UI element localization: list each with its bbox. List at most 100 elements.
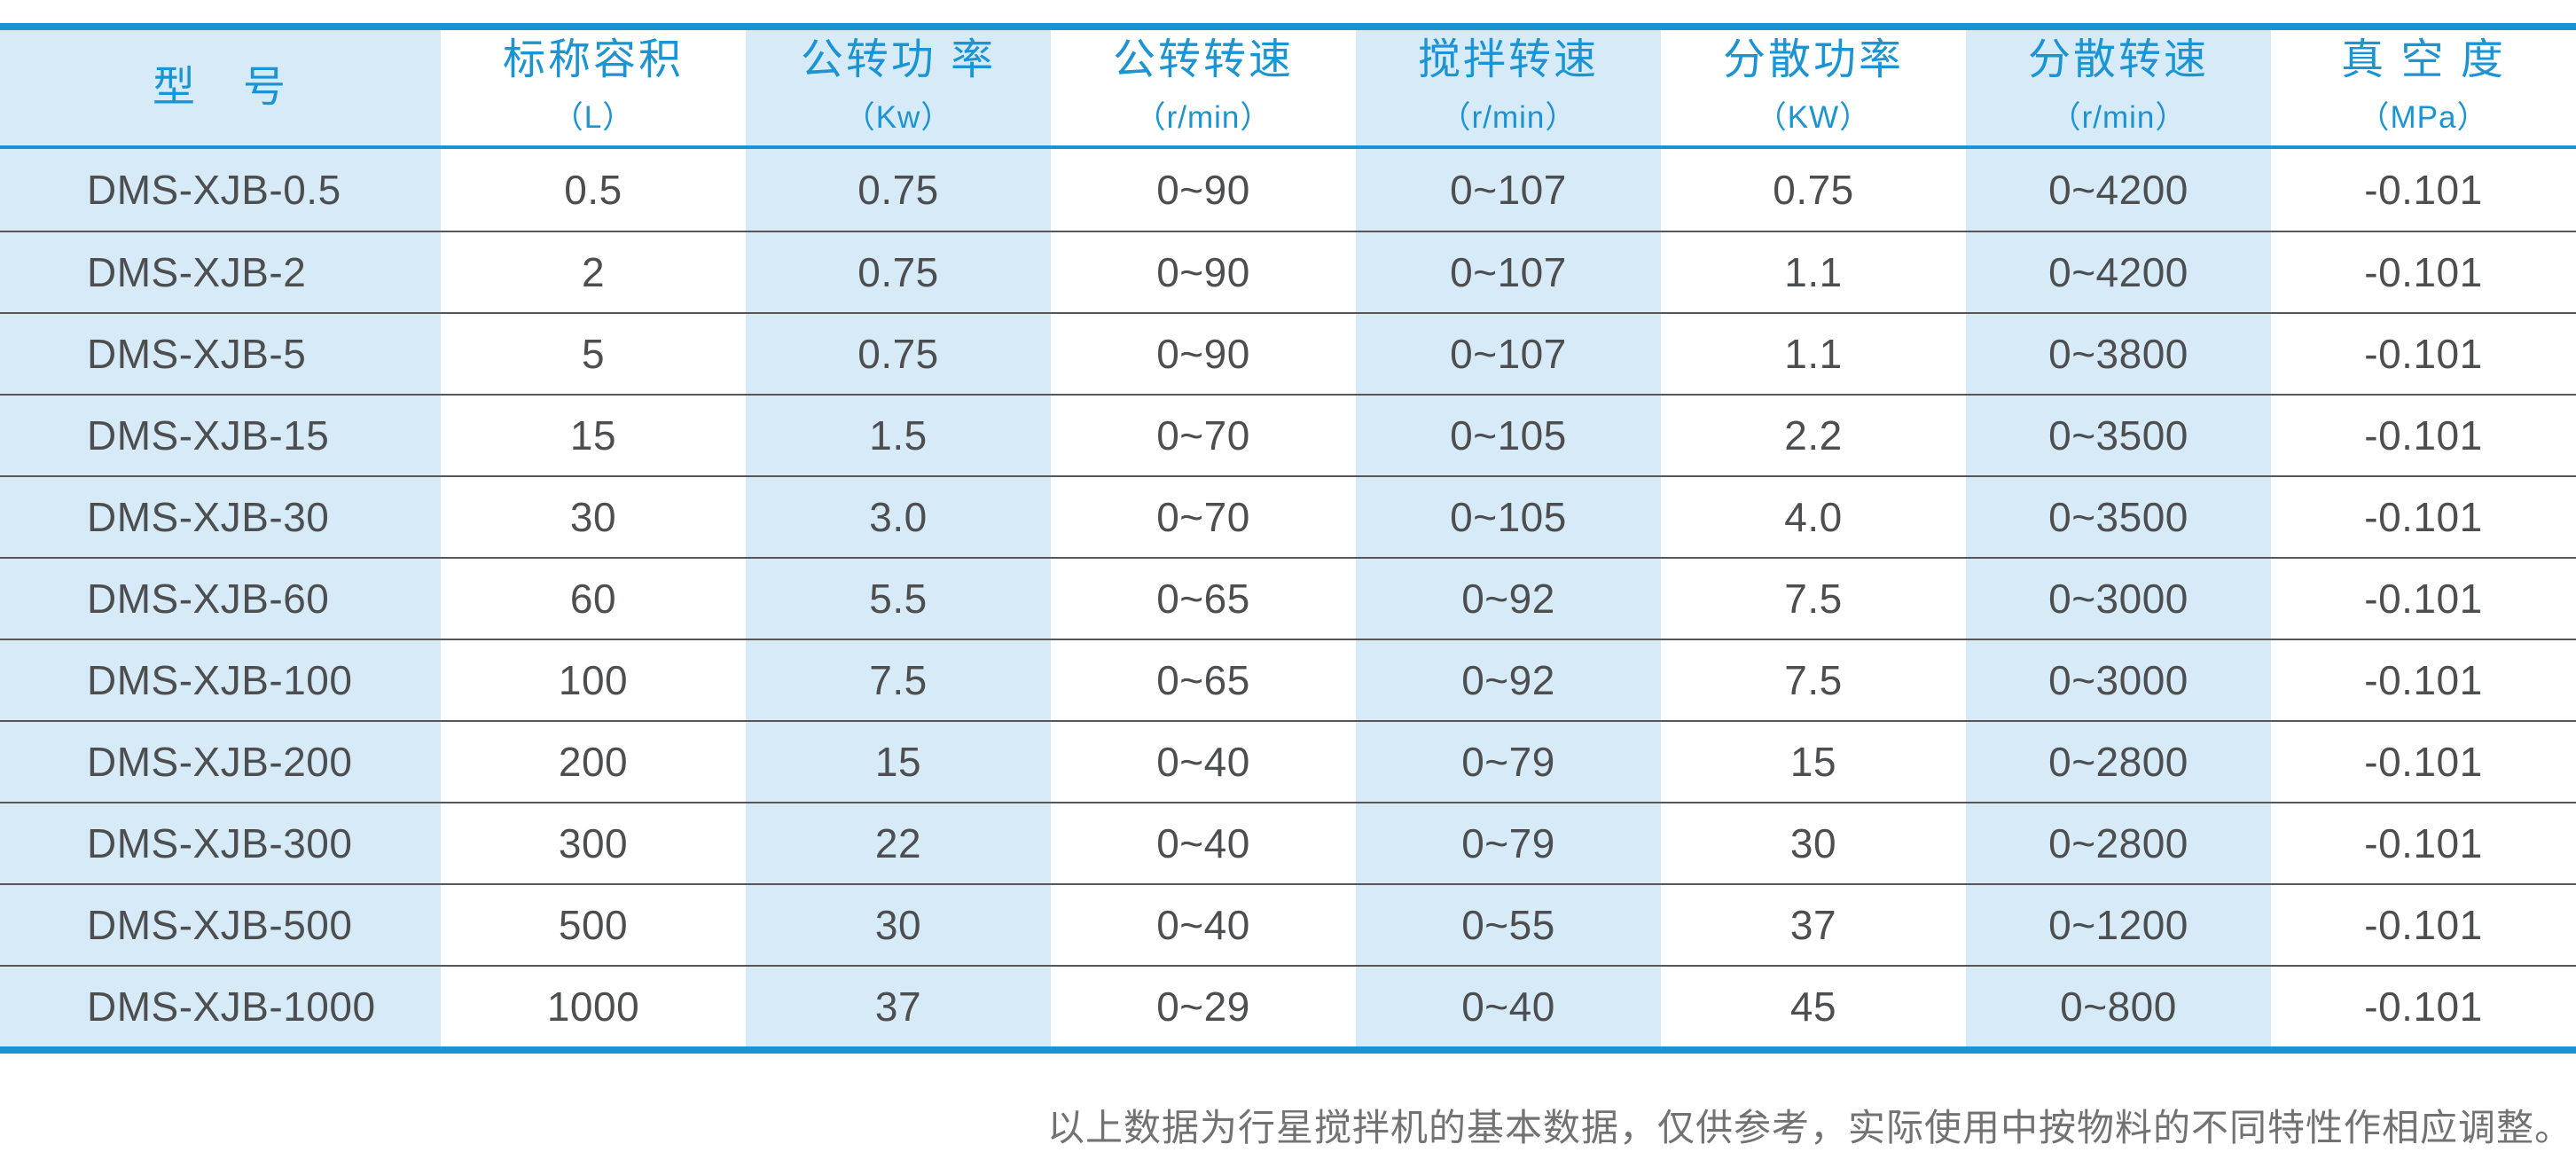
table-cell: 0~29 [1051,967,1356,1046]
table-cell: 0~92 [1356,559,1661,639]
table-cell: 30 [746,885,1051,965]
column-header: 型 号 [0,30,441,145]
model-cell: DMS-XJB-0.5 [0,149,441,231]
table-cell: 0~92 [1356,640,1661,720]
table-cell: 5 [441,314,746,394]
table-row: DMS-XJB-300 300 22 0~40 0~79 30 0~2800 -0.101 [0,802,2576,883]
table-cell: 200 [441,722,746,802]
table-cell: 0~105 [1356,477,1661,557]
table-cell: 0.75 [746,232,1051,312]
table-cell: 0~3800 [1966,314,2271,394]
model-cell: DMS-XJB-2 [0,232,441,312]
model-cell: DMS-XJB-500 [0,885,441,965]
table-cell: -0.101 [2271,149,2576,231]
table-cell: 0~65 [1051,640,1356,720]
table-row: DMS-XJB-5 5 0.75 0~90 0~107 1.1 0~3800 -0.101 [0,312,2576,394]
table-cell: 7.5 [1661,640,1966,720]
table-cell: 4.0 [1661,477,1966,557]
column-title: 公转转速 [1112,36,1294,84]
column-unit: （KW） [1755,99,1872,135]
table-cell: 1.1 [1661,232,1966,312]
table-cell: 30 [1661,803,1966,883]
table-cell: 60 [441,559,746,639]
table-cell: 100 [441,640,746,720]
model-cell: DMS-XJB-300 [0,803,441,883]
table-cell: 37 [746,967,1051,1046]
table-cell: 0~107 [1356,232,1661,312]
column-title: 分散转速 [2027,36,2209,84]
table-cell: 15 [1661,722,1966,802]
table-cell: 0~79 [1356,803,1661,883]
table-cell: 0~65 [1051,559,1356,639]
column-header: 分散功率 （KW） [1661,30,1966,145]
table-cell: 45 [1661,967,1966,1046]
table-cell: -0.101 [2271,232,2576,312]
column-title: 分散功率 [1722,36,1904,84]
column-unit: （r/min） [1439,99,1578,135]
column-title: 标称容积 [502,36,684,84]
table-cell: 0~105 [1356,396,1661,475]
model-cell: DMS-XJB-15 [0,396,441,475]
table-cell: 0~90 [1051,314,1356,394]
table-row: DMS-XJB-0.5 0.5 0.75 0~90 0~107 0.75 0~4200 -0.… [0,149,2576,231]
spec-table: 型 号 标称容积 （L） 公转功 率 （Kw） 公转转速 （r/min） 搅拌转速 （r/min… [0,23,2576,1054]
table-cell: 0.75 [746,149,1051,231]
table-cell: 0~40 [1356,967,1661,1046]
table-cell: 0~70 [1051,477,1356,557]
table-cell: 0~79 [1356,722,1661,802]
table-cell: 0~40 [1051,885,1356,965]
column-unit: （MPa） [2358,99,2489,135]
table-header-row: 型 号 标称容积 （L） 公转功 率 （Kw） 公转转速 （r/min） 搅拌转速 （r/min… [0,30,2576,149]
table-cell: 0~55 [1356,885,1661,965]
table-cell: 0~2800 [1966,722,2271,802]
column-header: 公转转速 （r/min） [1051,30,1356,145]
table-cell: 15 [746,722,1051,802]
table-cell: 37 [1661,885,1966,965]
table-cell: 0~800 [1966,967,2271,1046]
column-title: 公转功 率 [800,36,997,84]
column-title: 型 号 [152,63,288,111]
footnote: 以上数据为行星搅拌机的基本数据，仅供参考，实际使用中按物料的不同特性作相应调整。 [1046,1106,2572,1149]
table-cell: -0.101 [2271,559,2576,639]
table-cell: 22 [746,803,1051,883]
model-cell: DMS-XJB-1000 [0,967,441,1046]
table-cell: -0.101 [2271,722,2576,802]
table-cell: -0.101 [2271,640,2576,720]
column-unit: （r/min） [2049,99,2188,135]
model-cell: DMS-XJB-30 [0,477,441,557]
table-cell: 0~3000 [1966,640,2271,720]
model-cell: DMS-XJB-5 [0,314,441,394]
model-cell: DMS-XJB-60 [0,559,441,639]
column-header: 标称容积 （L） [441,30,746,145]
table-cell: 5.5 [746,559,1051,639]
table-cell: -0.101 [2271,314,2576,394]
table-cell: 0~3500 [1966,396,2271,475]
table-cell: 300 [441,803,746,883]
table-cell: 0~90 [1051,232,1356,312]
column-unit: （L） [552,99,635,135]
table-row: DMS-XJB-30 30 3.0 0~70 0~105 4.0 0~3500 -0.101 [0,475,2576,557]
table-cell: 0.75 [746,314,1051,394]
table-row: DMS-XJB-60 60 5.5 0~65 0~92 7.5 0~3000 -0.101 [0,557,2576,639]
table-cell: 7.5 [746,640,1051,720]
table-cell: 0~70 [1051,396,1356,475]
table-cell: 0~40 [1051,803,1356,883]
table-cell: 0~4200 [1966,232,2271,312]
model-cell: DMS-XJB-100 [0,640,441,720]
table-cell: 0~3000 [1966,559,2271,639]
table-row: DMS-XJB-500 500 30 0~40 0~55 37 0~1200 -0.101 [0,883,2576,965]
table-cell: -0.101 [2271,967,2576,1046]
table-cell: 0~107 [1356,314,1661,394]
table-row: DMS-XJB-200 200 15 0~40 0~79 15 0~2800 -0.101 [0,720,2576,802]
table-cell: 1.1 [1661,314,1966,394]
table-cell: 0.5 [441,149,746,231]
table-row: DMS-XJB-100 100 7.5 0~65 0~92 7.5 0~3000 -0.101 [0,639,2576,720]
table-cell: -0.101 [2271,885,2576,965]
model-cell: DMS-XJB-200 [0,722,441,802]
table-cell: 15 [441,396,746,475]
table-cell: -0.101 [2271,803,2576,883]
table-cell: 0~4200 [1966,149,2271,231]
table-cell: 0~3500 [1966,477,2271,557]
table-cell: 0~90 [1051,149,1356,231]
column-unit: （Kw） [843,99,953,135]
